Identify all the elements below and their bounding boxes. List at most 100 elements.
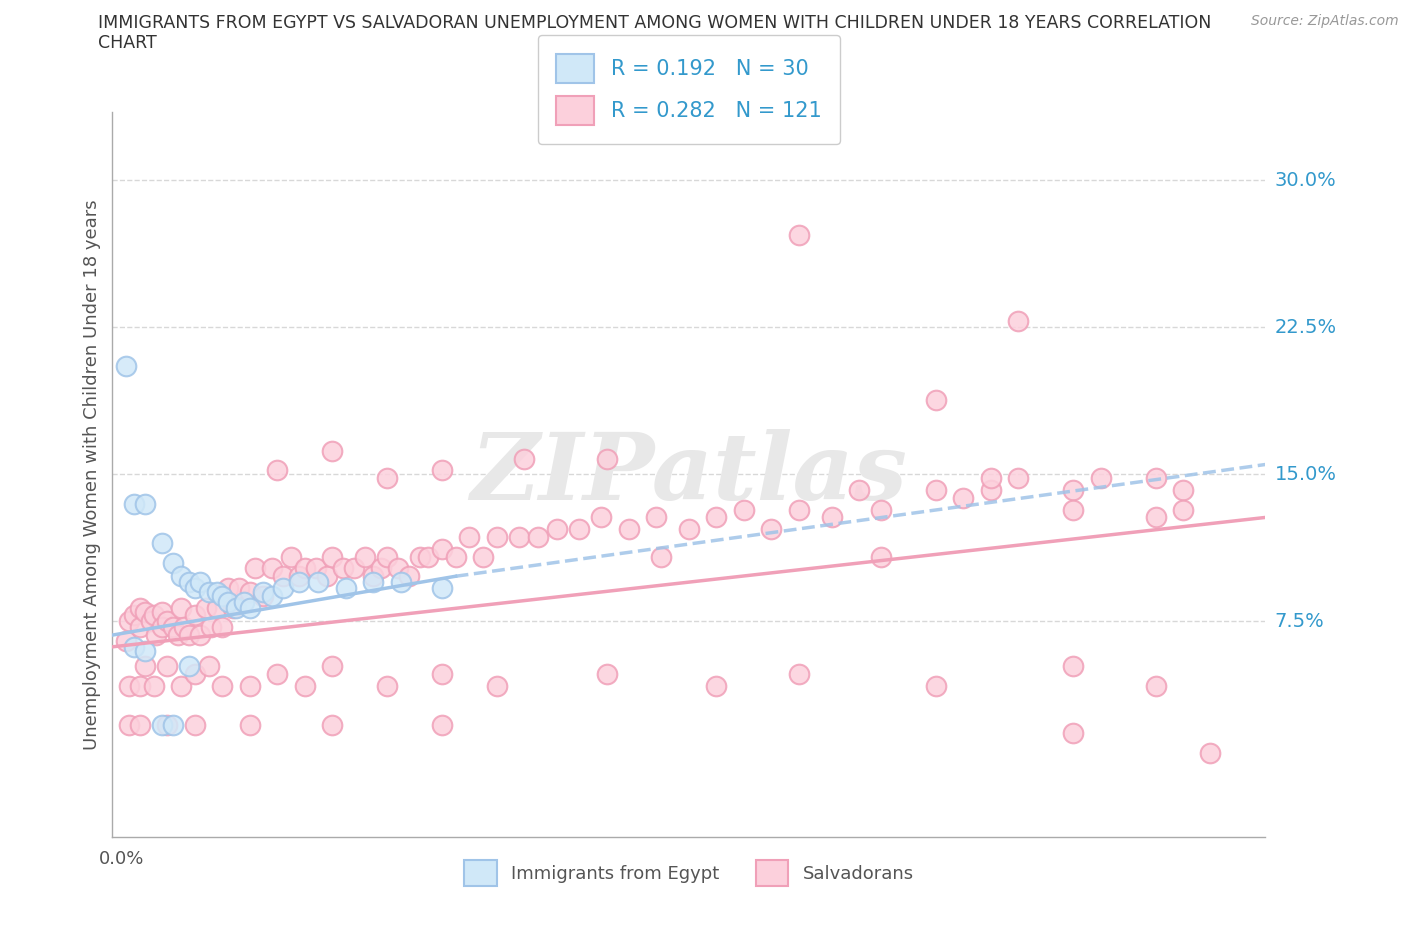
Point [252,589,274,604]
Point [1062,659,1084,674]
Point [706,510,728,525]
Point [375,679,398,694]
Point [142,679,165,694]
Point [925,483,948,498]
Point [118,679,141,694]
Point [115,633,138,648]
Point [980,483,1002,498]
Point [595,667,617,682]
Point [288,569,311,584]
Point [129,600,152,615]
Point [150,536,173,551]
Point [184,608,207,623]
Point [787,667,810,682]
Y-axis label: Unemployment Among Women with Children Under 18 years: Unemployment Among Women with Children U… [83,199,101,750]
Text: Source: ZipAtlas.com: Source: ZipAtlas.com [1251,14,1399,28]
Point [444,550,467,565]
Point [150,604,173,619]
Point [409,550,432,565]
Point [211,619,233,634]
Point [124,608,146,623]
Point [458,529,481,544]
Point [761,522,783,537]
Point [266,667,288,682]
Text: CHART: CHART [98,34,157,52]
Point [170,600,193,615]
Point [430,463,453,478]
Point [1144,679,1167,694]
Point [239,584,262,599]
Text: 7.5%: 7.5% [1275,612,1324,631]
Point [787,502,810,517]
Point [156,614,179,629]
Point [150,718,173,733]
Point [472,550,495,565]
Point [375,471,398,485]
Point [124,497,146,512]
Point [179,659,201,674]
Text: 30.0%: 30.0% [1275,171,1336,190]
Point [184,667,207,682]
Point [925,679,948,694]
Point [184,718,207,733]
Point [118,718,141,733]
Point [162,555,184,570]
Point [321,444,343,458]
Text: IMMIGRANTS FROM EGYPT VS SALVADORAN UNEMPLOYMENT AMONG WOMEN WITH CHILDREN UNDER: IMMIGRANTS FROM EGYPT VS SALVADORAN UNEM… [98,14,1212,32]
Point [650,550,672,565]
Point [139,614,162,629]
Point [485,529,508,544]
Point [980,471,1002,485]
Point [260,589,283,604]
Point [645,510,668,525]
Point [787,228,810,243]
Point [1090,471,1112,485]
Point [1144,510,1167,525]
Point [398,569,420,584]
Point [1144,471,1167,485]
Point [124,640,146,655]
Point [271,580,294,595]
Point [142,608,165,623]
Point [266,463,288,478]
Point [200,619,222,634]
Point [205,600,228,615]
Point [115,359,138,374]
Point [170,569,193,584]
Point [485,679,508,694]
Point [260,561,283,576]
Point [197,659,219,674]
Point [211,589,233,604]
Point [595,451,617,466]
Point [162,619,184,634]
Point [134,659,156,674]
Point [1199,745,1222,760]
Point [211,679,233,694]
Point [179,575,201,590]
Point [430,541,453,556]
Point [129,718,152,733]
Point [194,600,217,615]
Point [228,580,250,595]
Point [321,550,343,565]
Point [304,561,326,576]
Point [335,580,357,595]
Point [1007,314,1029,329]
Point [239,718,262,733]
Point [1171,483,1194,498]
Point [173,619,195,634]
Point [129,619,152,634]
Point [1171,502,1194,517]
Point [546,522,568,537]
Point [568,522,591,537]
Point [678,522,700,537]
Point [925,392,948,407]
Point [321,718,343,733]
Point [129,679,152,694]
Point [252,584,274,599]
Point [361,575,384,590]
Legend: Immigrants from Egypt, Salvadorans: Immigrants from Egypt, Salvadorans [457,853,921,893]
Point [245,561,267,576]
Point [294,679,316,694]
Point [150,619,173,634]
